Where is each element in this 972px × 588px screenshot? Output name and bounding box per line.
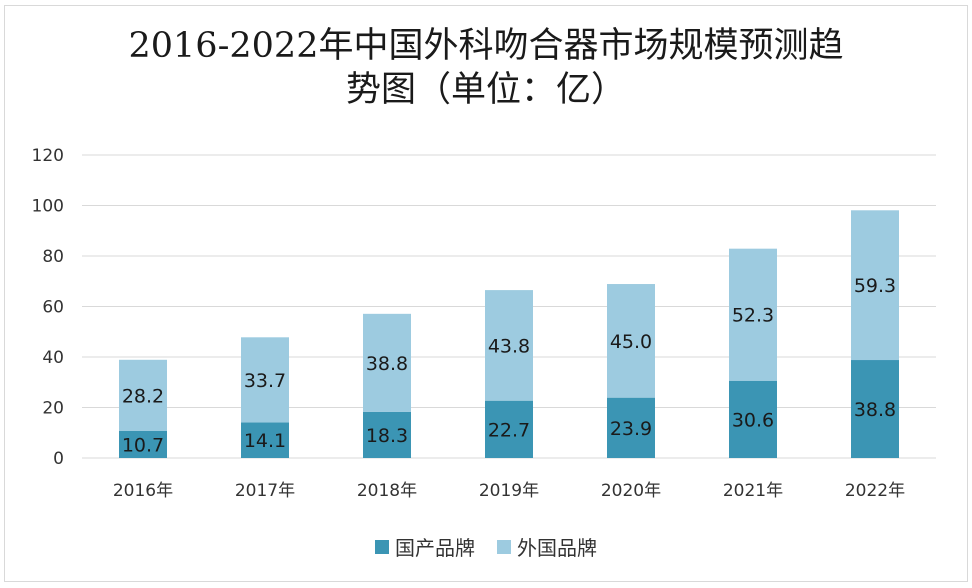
legend-label-foreign: 外国品牌 — [517, 536, 597, 560]
data-label: 45.0 — [610, 331, 652, 353]
data-label: 33.7 — [244, 370, 286, 392]
data-label: 43.8 — [488, 335, 530, 357]
bar-domestic — [363, 411, 411, 458]
legend-swatch-domestic — [375, 539, 389, 554]
x-tick-label: 2020年 — [601, 481, 661, 501]
bar-domestic — [851, 360, 899, 458]
bar-domestic — [485, 400, 533, 458]
chart-title: 2016-2022年中国外科吻合器市场规模预测趋 势图（单位：亿） — [0, 24, 972, 112]
legend-swatch-foreign — [497, 539, 511, 554]
x-tick-label: 2019年 — [479, 481, 539, 501]
bar-foreign — [607, 284, 655, 398]
legend-item-domestic: 国产品牌 — [375, 532, 475, 561]
data-label: 59.3 — [854, 275, 896, 297]
legend: 国产品牌 外国品牌 — [0, 532, 972, 561]
data-label: 10.7 — [122, 434, 164, 456]
bar-foreign — [119, 359, 167, 431]
y-tick-label: 20 — [42, 399, 64, 419]
bar-foreign — [485, 290, 533, 401]
bar-foreign — [851, 210, 899, 361]
data-label: 14.1 — [244, 430, 286, 452]
bar-foreign — [363, 313, 411, 412]
chart-title-line-1: 2016-2022年中国外科吻合器市场规模预测趋 — [128, 26, 844, 66]
data-label: 18.3 — [366, 425, 408, 447]
data-label: 23.9 — [610, 418, 652, 440]
x-tick-label: 2016年 — [113, 481, 173, 501]
x-tick-label: 2022年 — [845, 481, 905, 501]
data-label: 38.8 — [854, 399, 896, 421]
y-tick-label: 0 — [53, 449, 64, 469]
y-tick-label: 100 — [32, 197, 64, 217]
legend-label-domestic: 国产品牌 — [395, 536, 475, 560]
data-label: 30.6 — [732, 409, 774, 431]
bar-domestic — [119, 430, 167, 458]
data-label: 52.3 — [732, 305, 774, 327]
bar-foreign — [729, 248, 777, 381]
x-tick-label: 2017年 — [235, 481, 295, 501]
data-label: 22.7 — [488, 419, 530, 441]
data-label: 28.2 — [122, 385, 164, 407]
x-tick-label: 2021年 — [723, 481, 783, 501]
chart-title-line-2: 势图（单位：亿） — [345, 70, 626, 110]
bar-domestic — [241, 422, 289, 458]
legend-item-foreign: 外国品牌 — [497, 532, 597, 561]
bar-domestic — [729, 380, 777, 458]
y-tick-label: 60 — [42, 298, 64, 318]
bar-domestic — [607, 397, 655, 458]
bar-foreign — [241, 337, 289, 423]
y-tick-label: 80 — [42, 247, 64, 267]
y-tick-label: 120 — [32, 146, 64, 166]
data-label: 38.8 — [366, 353, 408, 375]
x-tick-label: 2018年 — [357, 481, 417, 501]
y-tick-label: 40 — [42, 348, 64, 368]
